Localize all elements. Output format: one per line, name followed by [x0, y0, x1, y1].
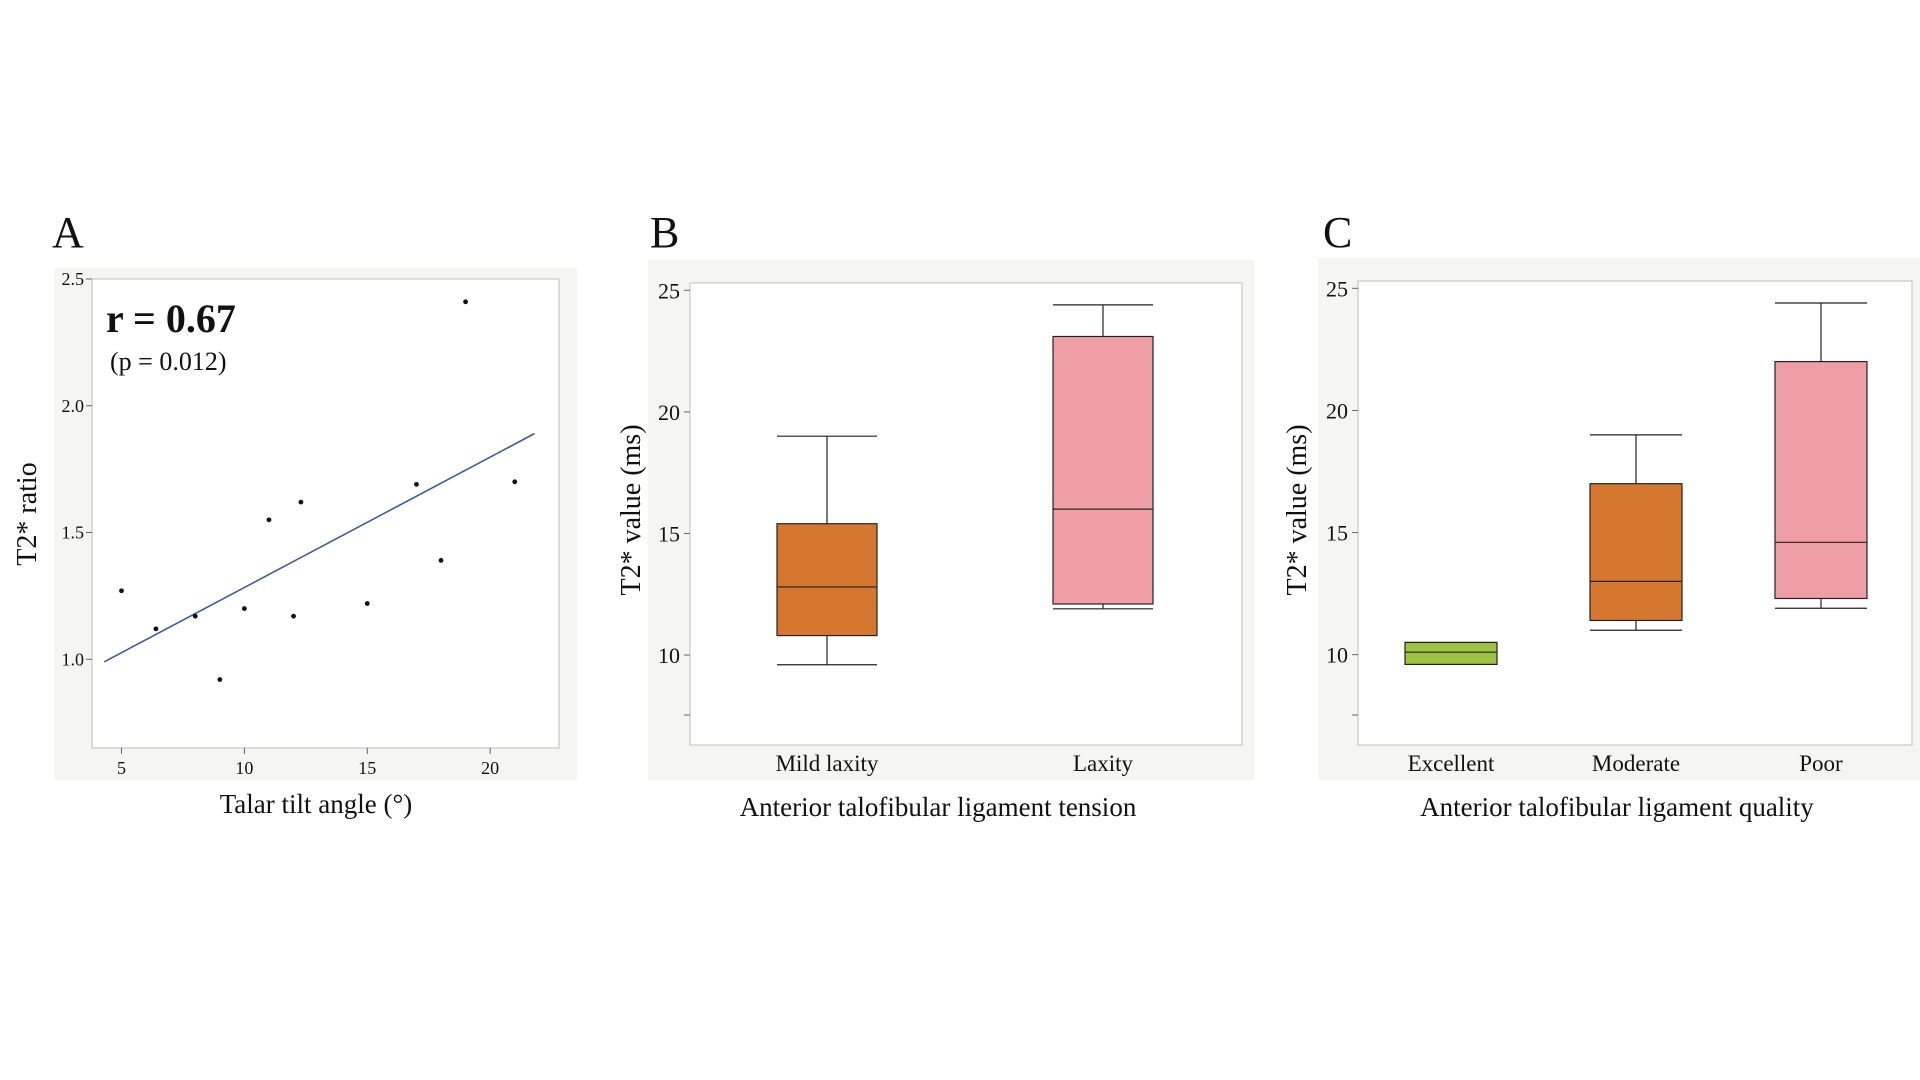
panel-b-y-tick-label: 25 [658, 278, 680, 303]
scatter-point [298, 499, 304, 505]
panel-c-y-axis: 10 15 20 25 [1326, 276, 1358, 716]
panel-b-categories: Mild laxity Laxity [776, 751, 1134, 776]
iqr-box [1052, 335, 1154, 605]
scatter-point [512, 479, 518, 485]
scatter-point [241, 606, 247, 611]
panel-a: A 1.0 1.5 2.0 2.5 5 10 15 20 r = 0.67 (p = 0.0… [12, 208, 577, 819]
panel-a-letter: A [52, 208, 84, 257]
panel-a-x-tick-label: 5 [117, 758, 126, 778]
panel-a-points [119, 299, 518, 682]
scatter-point [463, 299, 468, 305]
panel-b-x-axis-title: Anterior talofibular ligament tension [740, 792, 1137, 822]
panel-a-x-axis-title: Talar tilt angle (°) [220, 789, 413, 819]
panel-a-x-axis: 5 10 15 20 [117, 748, 499, 778]
panel-c-y-tick-label: 25 [1326, 276, 1348, 301]
panel-b-letter: B [650, 208, 679, 257]
panel-c-category-label: Poor [1799, 751, 1843, 776]
scatter-point [153, 626, 159, 632]
panel-b-category-label: Mild laxity [776, 751, 879, 776]
panel-a-r-annotation: r = 0.67 [106, 296, 236, 341]
scatter-point [119, 588, 124, 594]
scatter-point [266, 517, 272, 523]
panel-c-x-axis-title: Anterior talofibular ligament quality [1420, 792, 1814, 822]
panel-c-y-tick-label: 15 [1326, 521, 1348, 546]
scatter-point [192, 613, 198, 619]
panel-c-categories: Excellent Moderate Poor [1408, 751, 1843, 776]
panel-a-regression-line [103, 432, 535, 663]
iqr-box [1589, 483, 1683, 622]
panel-a-x-tick-label: 20 [481, 758, 499, 778]
panel-b-box-2 [1052, 304, 1154, 610]
panel-a-p-annotation: (p = 0.012) [110, 347, 226, 376]
scatter-point [438, 558, 444, 563]
panel-a-y-tick-label: 2.5 [62, 269, 85, 289]
iqr-box [1774, 360, 1868, 600]
panel-b-y-axis: 10 15 20 25 [658, 278, 690, 716]
panel-a-y-axis: 1.0 1.5 2.0 2.5 [62, 269, 92, 669]
panel-b-boxes [776, 304, 1154, 666]
panel-a-plot-area [91, 278, 560, 749]
panel-b-y-tick-label: 15 [658, 521, 680, 546]
scatter-point [217, 677, 223, 682]
panel-c-y-axis-title: T2* value (ms) [1282, 424, 1313, 595]
iqr-box [1404, 641, 1498, 666]
scatter-point [364, 601, 370, 606]
panel-a-y-tick-label: 1.5 [62, 523, 85, 543]
panel-b-plot-area [689, 282, 1243, 746]
panel-b-y-tick-label: 10 [658, 643, 680, 668]
panel-b-y-tick-label: 20 [658, 400, 680, 425]
panel-b: B 10 15 20 25 Mild laxity Laxity T2* value (… [616, 208, 1254, 822]
panel-a-x-tick-label: 10 [235, 758, 253, 778]
panel-c-category-label: Moderate [1592, 751, 1680, 776]
panel-c-letter: C [1323, 208, 1352, 257]
panel-a-y-tick-label: 2.0 [62, 396, 85, 416]
panel-a-y-axis-title: T2* ratio [12, 462, 43, 565]
panel-c-box-1 [1404, 641, 1498, 666]
panel-c-category-label: Excellent [1408, 751, 1495, 776]
panel-c-y-tick-label: 10 [1326, 643, 1348, 668]
scatter-point [291, 613, 296, 619]
panel-a-x-tick-label: 15 [358, 758, 376, 778]
scatter-point [414, 481, 419, 487]
panel-b-box-1 [776, 435, 878, 666]
panel-c-box-2 [1589, 434, 1683, 631]
panel-c-box-3 [1774, 302, 1868, 609]
panel-b-category-label: Laxity [1073, 751, 1134, 776]
panel-b-y-axis-title: T2* value (ms) [616, 424, 647, 595]
iqr-box [776, 523, 878, 637]
panel-c-boxes [1404, 302, 1868, 666]
panel-a-y-tick-label: 1.0 [62, 649, 85, 669]
panel-c: C 10 15 20 25 Excellent Moderate Poor T2* val… [1282, 208, 1920, 822]
panel-c-y-tick-label: 20 [1326, 398, 1348, 423]
